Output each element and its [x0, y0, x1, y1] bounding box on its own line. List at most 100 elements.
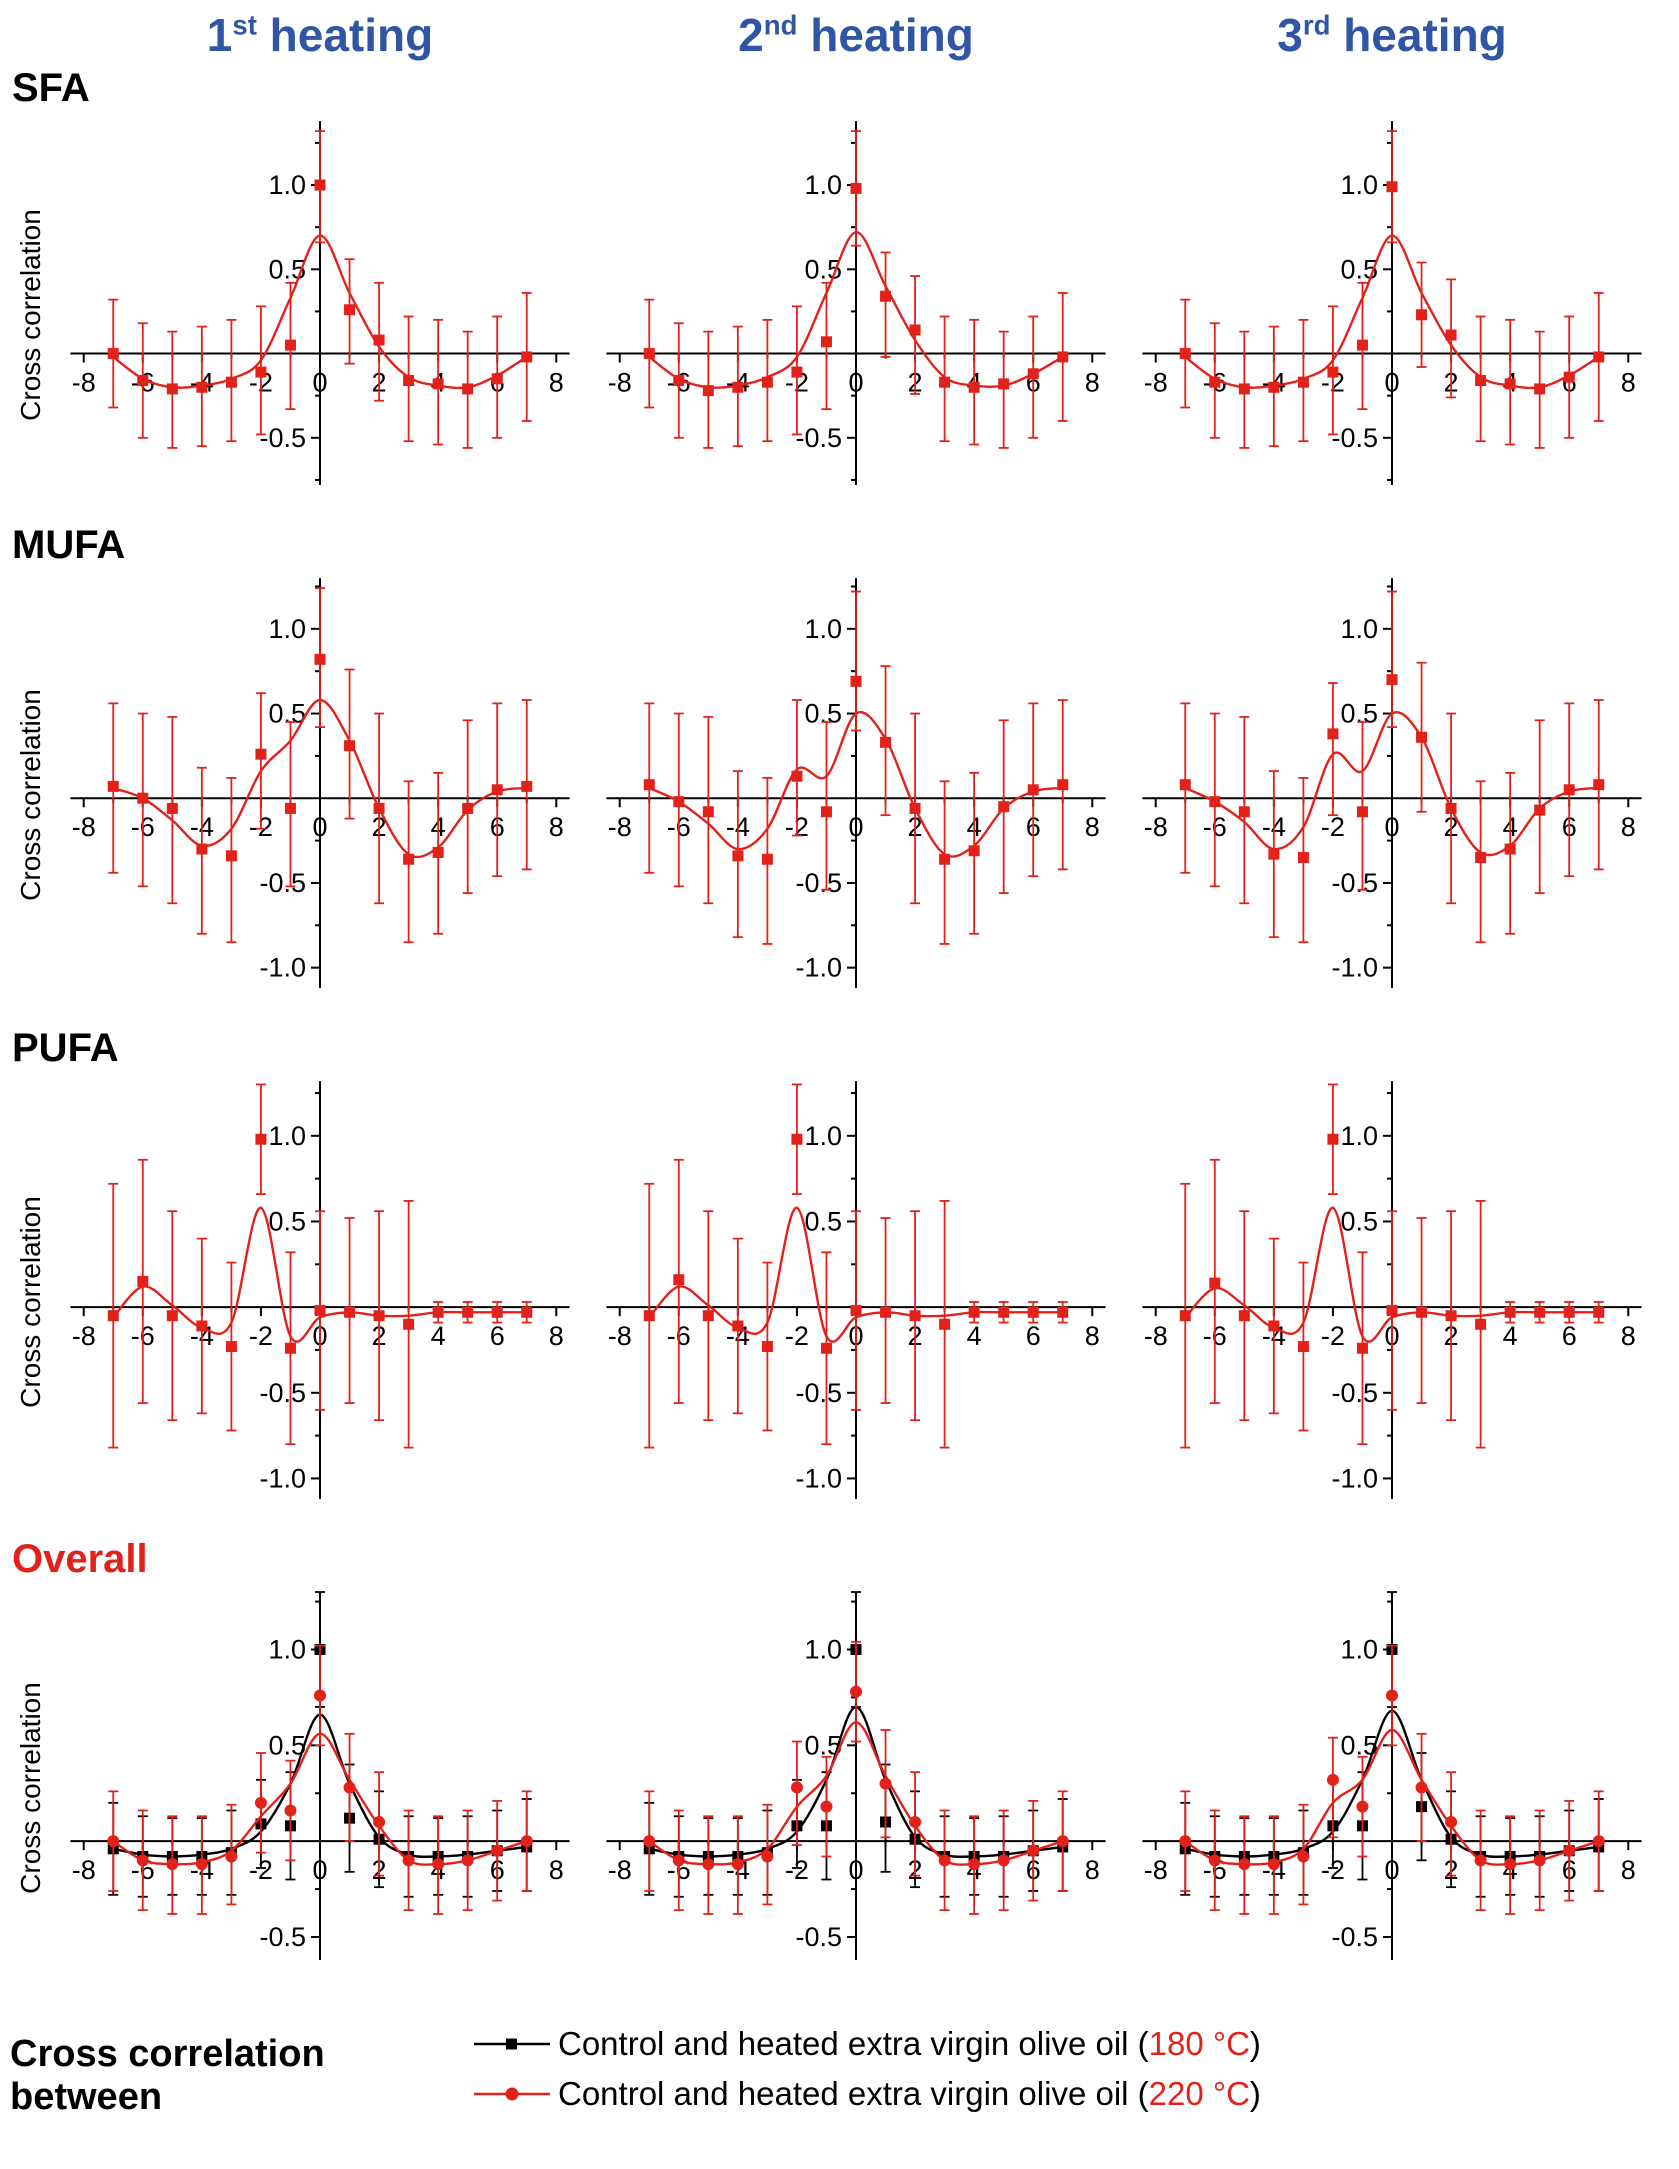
- data-point-square: [1445, 1310, 1457, 1322]
- svg-text:-1.0: -1.0: [1331, 953, 1378, 983]
- data-point-square: [1327, 366, 1339, 378]
- data-point-circle: [136, 1854, 149, 1867]
- data-point-circle: [343, 1781, 356, 1794]
- data-point-circle: [1533, 1854, 1546, 1867]
- svg-text:0.5: 0.5: [1340, 1207, 1378, 1237]
- ordinal-suffix: st: [232, 9, 257, 41]
- legend-text-180: Control and heated extra virgin olive oi…: [558, 2025, 1261, 2063]
- svg-text:-0.5: -0.5: [259, 1378, 306, 1408]
- svg-text:0.5: 0.5: [804, 699, 842, 729]
- data-point-square: [1593, 351, 1605, 363]
- data-point-circle: [195, 1858, 208, 1871]
- data-point-square: [1563, 1306, 1575, 1318]
- data-point-square: [373, 1310, 385, 1322]
- svg-text:1.0: 1.0: [804, 1635, 842, 1665]
- data-point-square: [196, 381, 208, 393]
- data-point-square: [432, 1306, 444, 1318]
- data-point-square: [761, 376, 773, 388]
- data-point-square: [1179, 1310, 1191, 1322]
- data-point-circle: [432, 1858, 445, 1871]
- data-point-square: [1268, 381, 1280, 393]
- data-point-square: [284, 1342, 296, 1354]
- svg-text:-1.0: -1.0: [795, 953, 842, 983]
- header-gutter: [10, 8, 52, 63]
- legend-entries: Control and heated extra virgin olive oi…: [472, 2025, 1261, 2113]
- data-point-square: [1416, 1306, 1428, 1318]
- data-point-square: [1475, 1318, 1487, 1330]
- svg-text:-0.5: -0.5: [795, 868, 842, 898]
- plot-svg: -8-6-4-2024681.00.5-0.5: [70, 121, 570, 486]
- svg-text:8: 8: [1085, 1321, 1100, 1351]
- data-point-square: [403, 1318, 415, 1330]
- data-point-circle: [1415, 1781, 1428, 1794]
- svg-text:-8: -8: [1144, 812, 1168, 842]
- data-point-square: [462, 383, 474, 395]
- charts-sfa: Cross correlation -8-6-4-2024681.00.5-0.…: [10, 113, 1679, 516]
- plot-svg: -8-6-4-2024681.00.5-0.5-1.0: [70, 1081, 570, 1500]
- svg-text:-8: -8: [608, 812, 632, 842]
- data-point-circle: [402, 1854, 415, 1867]
- data-point-square: [107, 781, 119, 793]
- row-overall: Overall Cross correlation -8-6-4-2024681…: [10, 1536, 1679, 1991]
- data-point-circle: [820, 1800, 833, 1813]
- data-point-square: [344, 1306, 356, 1318]
- data-point-square: [1179, 779, 1191, 791]
- chart-pufa-2nd-heating: -8-6-4-2024681.00.5-0.5-1.0: [588, 1073, 1124, 1530]
- svg-text:-8: -8: [608, 1855, 632, 1885]
- svg-text:8: 8: [1621, 368, 1636, 398]
- svg-text:6: 6: [1026, 1321, 1041, 1351]
- svg-text:-1.0: -1.0: [795, 1464, 842, 1494]
- column-title-1st-heating: 1st heating: [52, 8, 588, 63]
- data-point-square: [1445, 803, 1457, 815]
- data-point-square: [1297, 852, 1309, 864]
- data-point-circle: [1563, 1844, 1576, 1857]
- svg-text:8: 8: [549, 812, 564, 842]
- data-point-square: [225, 850, 237, 862]
- svg-text:-8: -8: [72, 1321, 96, 1351]
- data-point-square: [1534, 1306, 1546, 1318]
- plot-svg: -8-6-4-2024681.00.5-0.5: [1142, 1591, 1642, 1961]
- data-point-circle: [968, 1858, 981, 1871]
- svg-text:8: 8: [1085, 368, 1100, 398]
- svg-text:1.0: 1.0: [1340, 170, 1378, 200]
- data-point-circle: [997, 1854, 1010, 1867]
- charts-mufa: Cross correlation -8-6-4-2024681.00.5-0.…: [10, 570, 1679, 1019]
- svg-text:-8: -8: [1144, 368, 1168, 398]
- data-point-square: [880, 290, 892, 302]
- data-point-square: [968, 381, 980, 393]
- legend-entry-180: Control and heated extra virgin olive oi…: [472, 2025, 1261, 2063]
- svg-text:1.0: 1.0: [804, 1121, 842, 1151]
- data-point-circle: [1445, 1816, 1458, 1829]
- svg-text:-1.0: -1.0: [1331, 1464, 1378, 1494]
- row-mufa: MUFA Cross correlation -8-6-4-2024681.00…: [10, 522, 1679, 1019]
- data-point-square: [850, 1305, 862, 1317]
- svg-text:-8: -8: [608, 1321, 632, 1351]
- data-point-square: [225, 376, 237, 388]
- svg-text:1.0: 1.0: [268, 1635, 306, 1665]
- circle-marker-icon: [474, 2087, 550, 2101]
- y-axis-title-wrap: Cross correlation: [10, 1073, 52, 1530]
- chart-pufa-3rd-heating: -8-6-4-2024681.00.5-0.5-1.0: [1124, 1073, 1660, 1530]
- data-point-circle: [1267, 1858, 1280, 1871]
- y-axis-title: Cross correlation: [15, 1681, 46, 1894]
- data-point-square: [255, 366, 267, 378]
- data-point-square: [880, 1306, 892, 1318]
- data-point-square: [761, 853, 773, 865]
- data-point-circle: [672, 1854, 685, 1867]
- data-point-square: [968, 845, 980, 857]
- data-point-square: [1179, 348, 1191, 360]
- data-point-square: [1445, 329, 1457, 341]
- data-point-square: [1416, 731, 1428, 743]
- square-marker-icon: [474, 2038, 550, 2050]
- data-point-circle: [1504, 1858, 1517, 1871]
- svg-text:-8: -8: [72, 812, 96, 842]
- svg-text:-0.5: -0.5: [1331, 1922, 1378, 1952]
- data-point-square: [939, 376, 951, 388]
- data-point-square: [314, 1305, 326, 1317]
- data-point-square: [1504, 378, 1516, 390]
- svg-text:6: 6: [490, 1321, 505, 1351]
- data-point-circle: [225, 1850, 238, 1863]
- svg-text:8: 8: [549, 1855, 564, 1885]
- svg-text:-0.5: -0.5: [795, 423, 842, 453]
